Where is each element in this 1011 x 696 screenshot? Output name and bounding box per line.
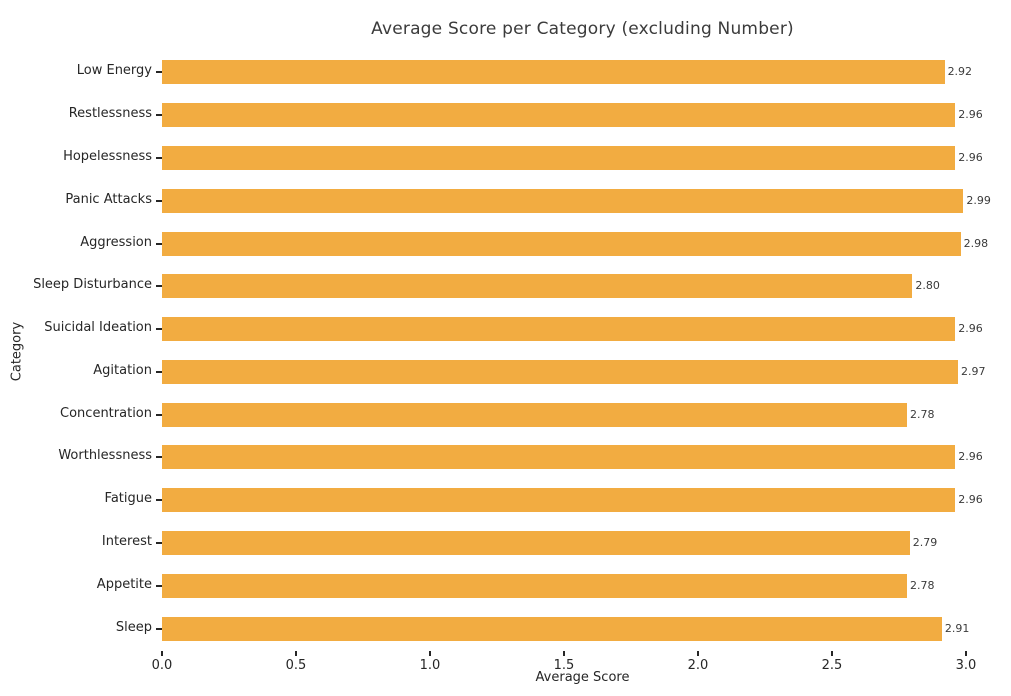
x-tick-label: 1.5 [553,658,575,673]
bar-value-label: 2.78 [910,407,935,421]
x-tick-mark [965,651,967,656]
bar-value-label: 2.98 [963,236,989,250]
bar-value-label: 2.96 [958,108,983,122]
y-tick-mark [156,285,162,288]
y-tick-mark [156,156,162,159]
bar-value-label: 2.96 [958,493,983,507]
x-tick-label: 2.0 [687,658,709,673]
bar-value-label: 2.79 [912,536,938,550]
bar-value-label: 2.97 [960,364,986,378]
x-tick-mark [429,651,431,656]
bar-value-label: 2.80 [915,279,940,293]
y-tick-mark [156,199,162,202]
x-tick-label: 1.0 [419,658,441,673]
category-tick-label: Fatigue [104,491,152,507]
y-tick-mark [156,584,162,587]
x-tick-mark [697,651,699,656]
y-tick-mark [156,370,162,373]
bar [162,573,908,598]
x-tick-mark [563,651,565,656]
category-tick-label: Concentration [60,405,152,421]
bar [162,103,956,128]
bar-value-label: 2.96 [958,450,983,464]
bar [162,445,956,470]
bar [162,145,956,170]
category-tick-label: Panic Attacks [65,191,152,207]
bar [162,359,958,384]
category-tick-label: Worthlessness [58,448,152,464]
x-tick-mark [831,651,833,656]
y-tick-mark [156,114,162,117]
y-tick-mark [156,456,162,459]
bar [162,531,910,556]
category-tick-label: Sleep [115,619,152,635]
bar-value-label: 2.78 [910,578,935,592]
x-tick-label: 0.5 [285,658,307,673]
y-tick-mark [156,328,162,331]
chart-title: Average Score per Category (excluding Nu… [371,19,794,39]
category-tick-label: Interest [101,534,152,550]
bar [162,231,961,256]
y-tick-mark [156,413,162,416]
x-tick-label: 0.0 [151,658,173,673]
y-tick-mark [156,499,162,502]
bar [162,402,908,427]
bar [162,317,956,342]
x-tick-label: 2.5 [821,658,843,673]
category-tick-label: Sleep Disturbance [33,277,152,293]
category-tick-label: Low Energy [76,63,152,79]
bar-value-label: 2.96 [958,150,983,164]
category-tick-label: Hopelessness [63,148,152,164]
bar [162,188,964,213]
bar [162,60,945,85]
y-tick-mark [156,71,162,74]
x-axis-label: Average Score [535,670,630,685]
plot-area: Low Energy 2.92 Restlessness 2.96 Hopelessne… [33,51,1003,673]
bar [162,274,913,299]
category-tick-label: Suicidal Ideation [44,320,152,336]
y-tick-mark [156,242,162,245]
category-tick-label: Appetite [96,576,152,592]
x-tick-mark [161,651,163,656]
category-tick-label: Restlessness [68,106,152,122]
bar-value-label: 2.92 [947,65,973,79]
bar-value-label: 2.96 [958,322,983,336]
y-tick-mark [156,542,162,545]
category-tick-label: Aggression [80,234,152,250]
bar-value-label: 2.91 [944,621,970,635]
bar [162,488,956,513]
bar [162,616,942,641]
y-tick-mark [156,627,162,630]
x-tick-label: 3.0 [955,658,977,673]
x-tick-mark [295,651,297,656]
category-tick-label: Agitation [93,362,152,378]
bar-value-label: 2.99 [966,193,991,207]
